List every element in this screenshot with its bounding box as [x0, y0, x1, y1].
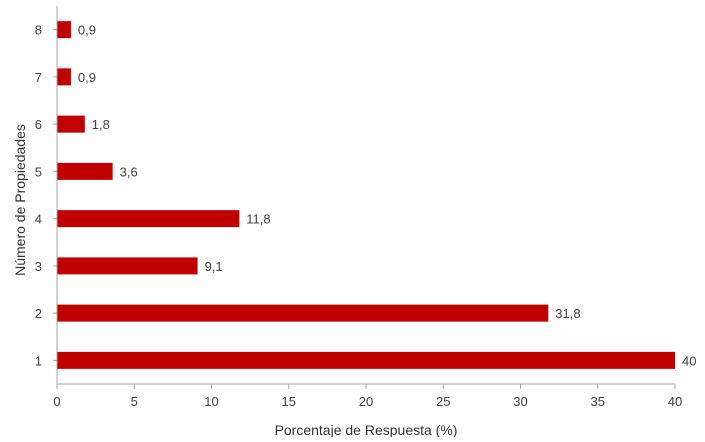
bar-2 [57, 304, 549, 322]
bar-1 [57, 351, 675, 369]
x-tick-label-25: 25 [436, 394, 450, 409]
x-tick-label-30: 30 [513, 394, 527, 409]
y-tick-label-8: 8 [35, 23, 42, 38]
data-label-4: 11,8 [246, 212, 270, 227]
y-tick-label-5: 5 [35, 164, 42, 179]
bar-3 [57, 257, 198, 275]
y-tick-label-6: 6 [35, 117, 42, 132]
data-label-1: 40 [682, 353, 696, 368]
data-label-7: 0,9 [78, 70, 96, 85]
x-tick-label-5: 5 [131, 394, 138, 409]
data-label-8: 0,9 [78, 23, 96, 38]
x-tick-label-20: 20 [359, 394, 373, 409]
bar-7 [57, 68, 71, 86]
x-axis-title: Porcentaje de Respuesta (%) [275, 422, 458, 437]
y-tick-label-4: 4 [35, 212, 42, 227]
data-label-5: 3,6 [120, 164, 138, 179]
x-tick-label-0: 0 [53, 394, 60, 409]
x-tick-label-40: 40 [668, 394, 682, 409]
axes-layer: 1 2 3 4 5 6 7 8 0 5 10 15 20 25 30 35 40 [35, 6, 682, 409]
y-tick-label-3: 3 [35, 259, 42, 274]
bar-5 [57, 162, 113, 180]
data-labels-layer: 40 31,8 9,1 11,8 3,6 1,8 0,9 0,9 [78, 23, 697, 369]
bar-4 [57, 210, 240, 228]
data-label-6: 1,8 [92, 117, 110, 132]
data-label-3: 9,1 [205, 259, 223, 274]
x-tick-label-10: 10 [204, 394, 218, 409]
data-label-2: 31,8 [555, 306, 580, 321]
y-tick-label-1: 1 [35, 353, 42, 368]
bars-layer [57, 21, 675, 369]
y-axis-title: Número de Propiedades [12, 124, 28, 276]
bar-8 [57, 21, 71, 39]
y-tick-label-7: 7 [35, 70, 42, 85]
y-tick-label-2: 2 [35, 306, 42, 321]
x-tick-label-35: 35 [591, 394, 605, 409]
x-tick-label-15: 15 [282, 394, 296, 409]
bar-6 [57, 115, 85, 133]
